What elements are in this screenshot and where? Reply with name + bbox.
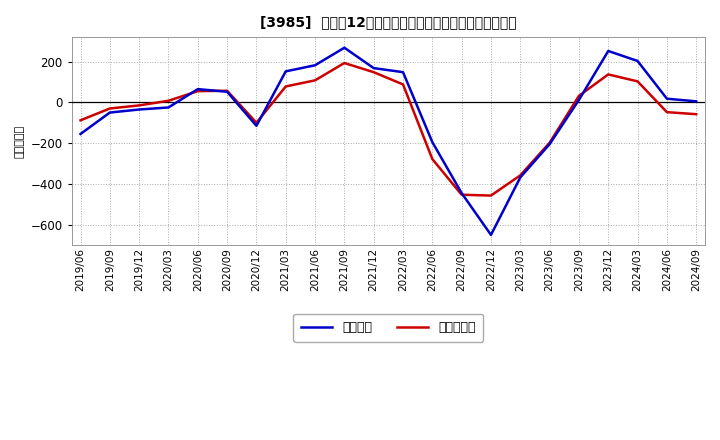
経常利益 [575, 97, 583, 103]
当期純利益 [311, 78, 320, 83]
経常利益 [545, 142, 554, 147]
経常利益 [634, 59, 642, 64]
当期純利益 [194, 88, 202, 94]
当期純利益 [457, 192, 466, 198]
Legend: 経常利益, 当期純利益: 経常利益, 当期純利益 [293, 314, 483, 342]
経常利益 [252, 123, 261, 128]
経常利益 [692, 99, 701, 104]
経常利益 [399, 70, 408, 75]
経常利益 [222, 89, 231, 95]
当期純利益 [164, 98, 173, 103]
経常利益 [106, 110, 114, 115]
経常利益 [428, 139, 436, 145]
当期純利益 [106, 106, 114, 111]
当期純利益 [135, 103, 143, 108]
経常利益 [194, 87, 202, 92]
経常利益 [487, 232, 495, 238]
経常利益 [311, 62, 320, 68]
Title: [3985]  利益だ12か月移動合計の対前年同期増減額の推移: [3985] 利益だ12か月移動合計の対前年同期増減額の推移 [260, 15, 517, 29]
当期純利益 [692, 112, 701, 117]
当期純利益 [282, 84, 290, 89]
Line: 経常利益: 経常利益 [81, 48, 696, 235]
経常利益 [164, 105, 173, 110]
当期純利益 [545, 140, 554, 145]
経常利益 [135, 107, 143, 112]
当期純利益 [222, 88, 231, 93]
当期純利益 [662, 110, 671, 115]
経常利益 [516, 175, 525, 180]
経常利益 [282, 69, 290, 74]
経常利益 [369, 66, 378, 71]
当期純利益 [634, 79, 642, 84]
当期純利益 [428, 156, 436, 161]
当期純利益 [604, 72, 613, 77]
当期純利益 [516, 173, 525, 178]
当期純利益 [340, 60, 348, 66]
当期純利益 [575, 93, 583, 99]
経常利益 [340, 45, 348, 50]
当期純利益 [369, 70, 378, 75]
経常利益 [457, 191, 466, 196]
Line: 当期純利益: 当期純利益 [81, 63, 696, 195]
Y-axis label: （百万円）: （百万円） [15, 125, 25, 158]
当期純利益 [487, 193, 495, 198]
経常利益 [662, 96, 671, 101]
当期純利益 [76, 117, 85, 123]
経常利益 [76, 131, 85, 136]
当期純利益 [252, 120, 261, 125]
当期純利益 [399, 82, 408, 87]
経常利益 [604, 48, 613, 54]
